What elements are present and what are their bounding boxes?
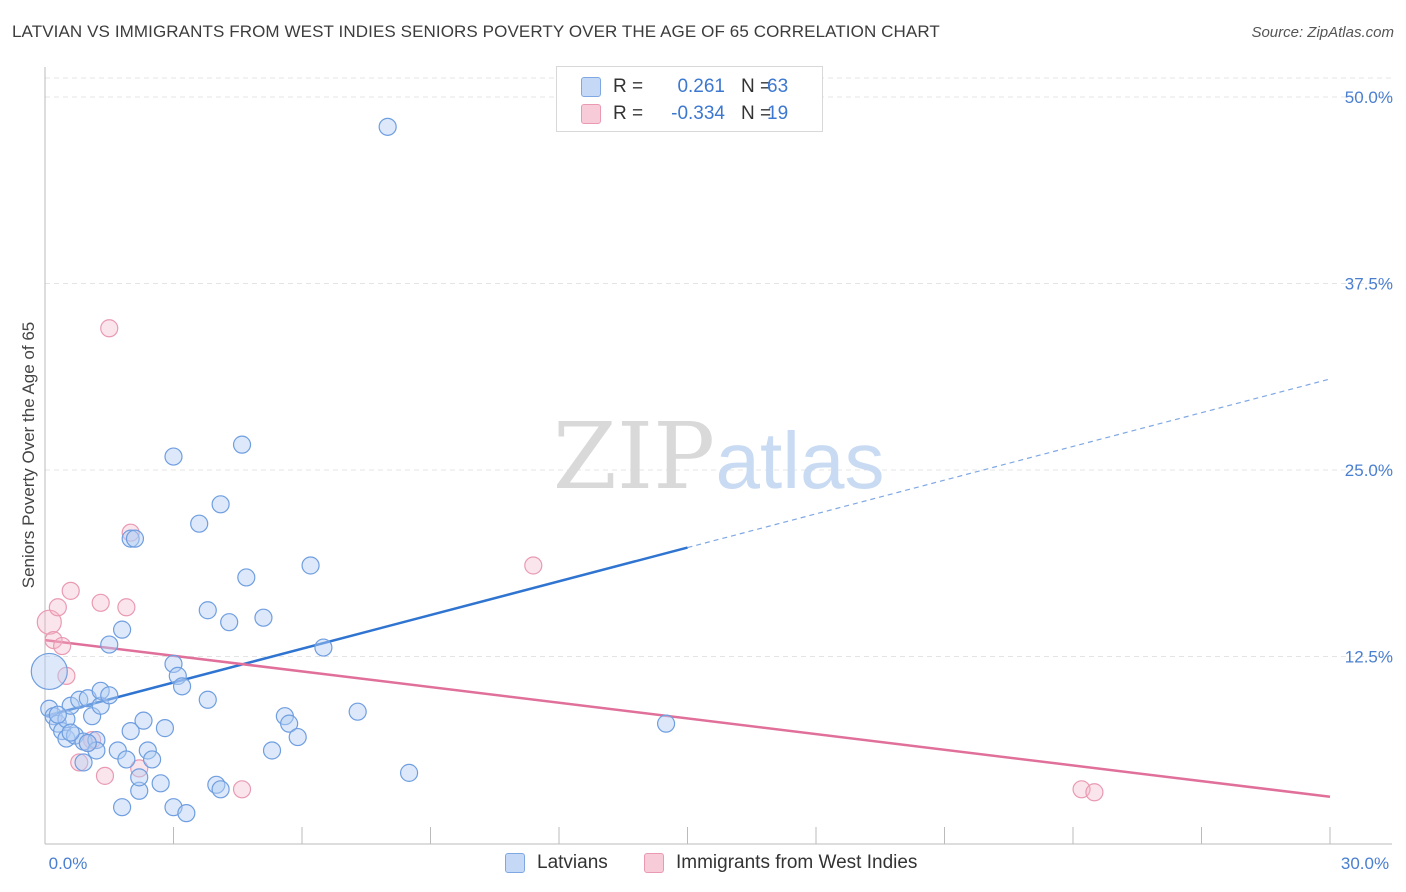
legend-row-latvians: R = 0.261 N = 63 [557, 73, 807, 101]
correlation-legend: R = 0.261 N = 63 R = -0.334 N = 19 [556, 66, 823, 132]
point-latvians [61, 723, 80, 742]
series-label-latvians: Latvians [537, 852, 608, 873]
trend-line-latvians [44, 546, 688, 718]
point-latvians [301, 556, 320, 575]
point-latvians [78, 733, 97, 753]
x-tick-label: 30.0% [1341, 854, 1389, 873]
point-latvians [220, 613, 239, 632]
point-latvians [262, 741, 282, 760]
point-west-indies [53, 636, 72, 656]
point-latvians [121, 529, 140, 548]
point-west-indies [95, 766, 115, 785]
tick-labels: 12.5% 25.0% 37.5% 50.0% 0.0% 30.0% [49, 88, 1393, 873]
source-credit: Source: ZipAtlas.com [1251, 24, 1394, 41]
legend-r-label: R = [613, 103, 644, 124]
point-latvians [155, 719, 175, 738]
point-west-indies [524, 556, 543, 575]
point-latvians [30, 652, 68, 691]
point-latvians [134, 711, 153, 730]
point-latvians [57, 710, 76, 729]
series-swatch-west-indies [644, 853, 664, 873]
point-latvians [142, 750, 162, 769]
point-latvians [121, 721, 140, 741]
point-latvians [288, 727, 307, 747]
legend-r-value: -0.334 [671, 103, 725, 124]
point-latvians [198, 690, 217, 709]
trend-line-latvians-extension [687, 378, 1331, 549]
point-latvians [74, 753, 93, 772]
point-west-indies [48, 598, 67, 617]
point-latvians [91, 681, 110, 700]
point-latvians [112, 620, 132, 639]
point-latvians [130, 781, 149, 800]
scatter-points [30, 117, 1104, 823]
point-latvians [314, 638, 333, 657]
point-latvians [117, 750, 136, 769]
point-latvians [378, 117, 397, 136]
watermark-zip: ZIP [553, 403, 715, 510]
point-latvians [172, 677, 192, 696]
point-latvians [138, 741, 157, 760]
legend-n-value: 19 [767, 103, 789, 124]
point-latvians [198, 601, 217, 620]
point-latvians [48, 705, 67, 724]
point-latvians [237, 568, 256, 587]
point-latvians [151, 774, 170, 793]
point-latvians [211, 495, 230, 514]
y-tick-label: 37.5% [1345, 275, 1393, 294]
point-latvians [168, 666, 187, 685]
point-latvians [348, 702, 367, 721]
series-label-west-indies: Immigrants from West Indies [676, 852, 918, 873]
point-west-indies [70, 753, 89, 772]
point-west-indies [100, 319, 119, 338]
trend-lines [44, 378, 1331, 798]
series-legend-west-indies: Immigrants from West Indies [644, 852, 917, 874]
y-tick-label: 25.0% [1345, 461, 1393, 480]
legend-row-west-indies: R = -0.334 N = 19 [557, 100, 807, 128]
y-tick-label: 50.0% [1345, 88, 1393, 107]
point-west-indies [61, 581, 80, 600]
trend-line-west-indies [44, 638, 1331, 798]
point-latvians [100, 635, 119, 654]
point-latvians [254, 608, 273, 627]
point-latvians [125, 529, 145, 548]
point-latvians [112, 798, 132, 817]
y-axis-label: Seniors Poverty Over the Age of 65 [19, 322, 38, 588]
legend-r-value: 0.261 [677, 76, 725, 97]
point-latvians [232, 435, 252, 454]
point-latvians [130, 768, 149, 787]
point-latvians [177, 804, 196, 823]
legend-n-label: N = [741, 76, 772, 97]
watermark: ZIP atlas [553, 403, 885, 510]
series-legend: Latvians Immigrants from West Indies [0, 852, 1406, 878]
point-west-indies [232, 780, 252, 799]
x-tick-label: 0.0% [49, 854, 88, 873]
point-latvians [399, 763, 419, 782]
point-west-indies [117, 598, 136, 617]
point-latvians [190, 514, 209, 533]
legend-swatch-west-indies [581, 104, 601, 124]
legend-n-label: N = [741, 103, 772, 124]
legend-n-value: 63 [767, 76, 789, 97]
point-west-indies [91, 593, 110, 612]
point-latvians [211, 780, 230, 799]
watermark-atlas: atlas [716, 416, 885, 505]
point-latvians [100, 686, 119, 705]
point-latvians [280, 714, 299, 733]
point-west-indies [1085, 783, 1104, 802]
legend-r-label: R = [613, 76, 644, 97]
point-latvians [656, 714, 676, 733]
series-swatch-latvians [505, 853, 525, 873]
series-legend-latvians: Latvians [505, 852, 608, 874]
chart-title: LATVIAN VS IMMIGRANTS FROM WEST INDIES S… [12, 22, 940, 41]
legend-swatch-latvians [581, 77, 601, 97]
point-latvians [164, 654, 183, 674]
point-latvians [164, 447, 183, 466]
y-tick-label: 12.5% [1345, 648, 1393, 667]
